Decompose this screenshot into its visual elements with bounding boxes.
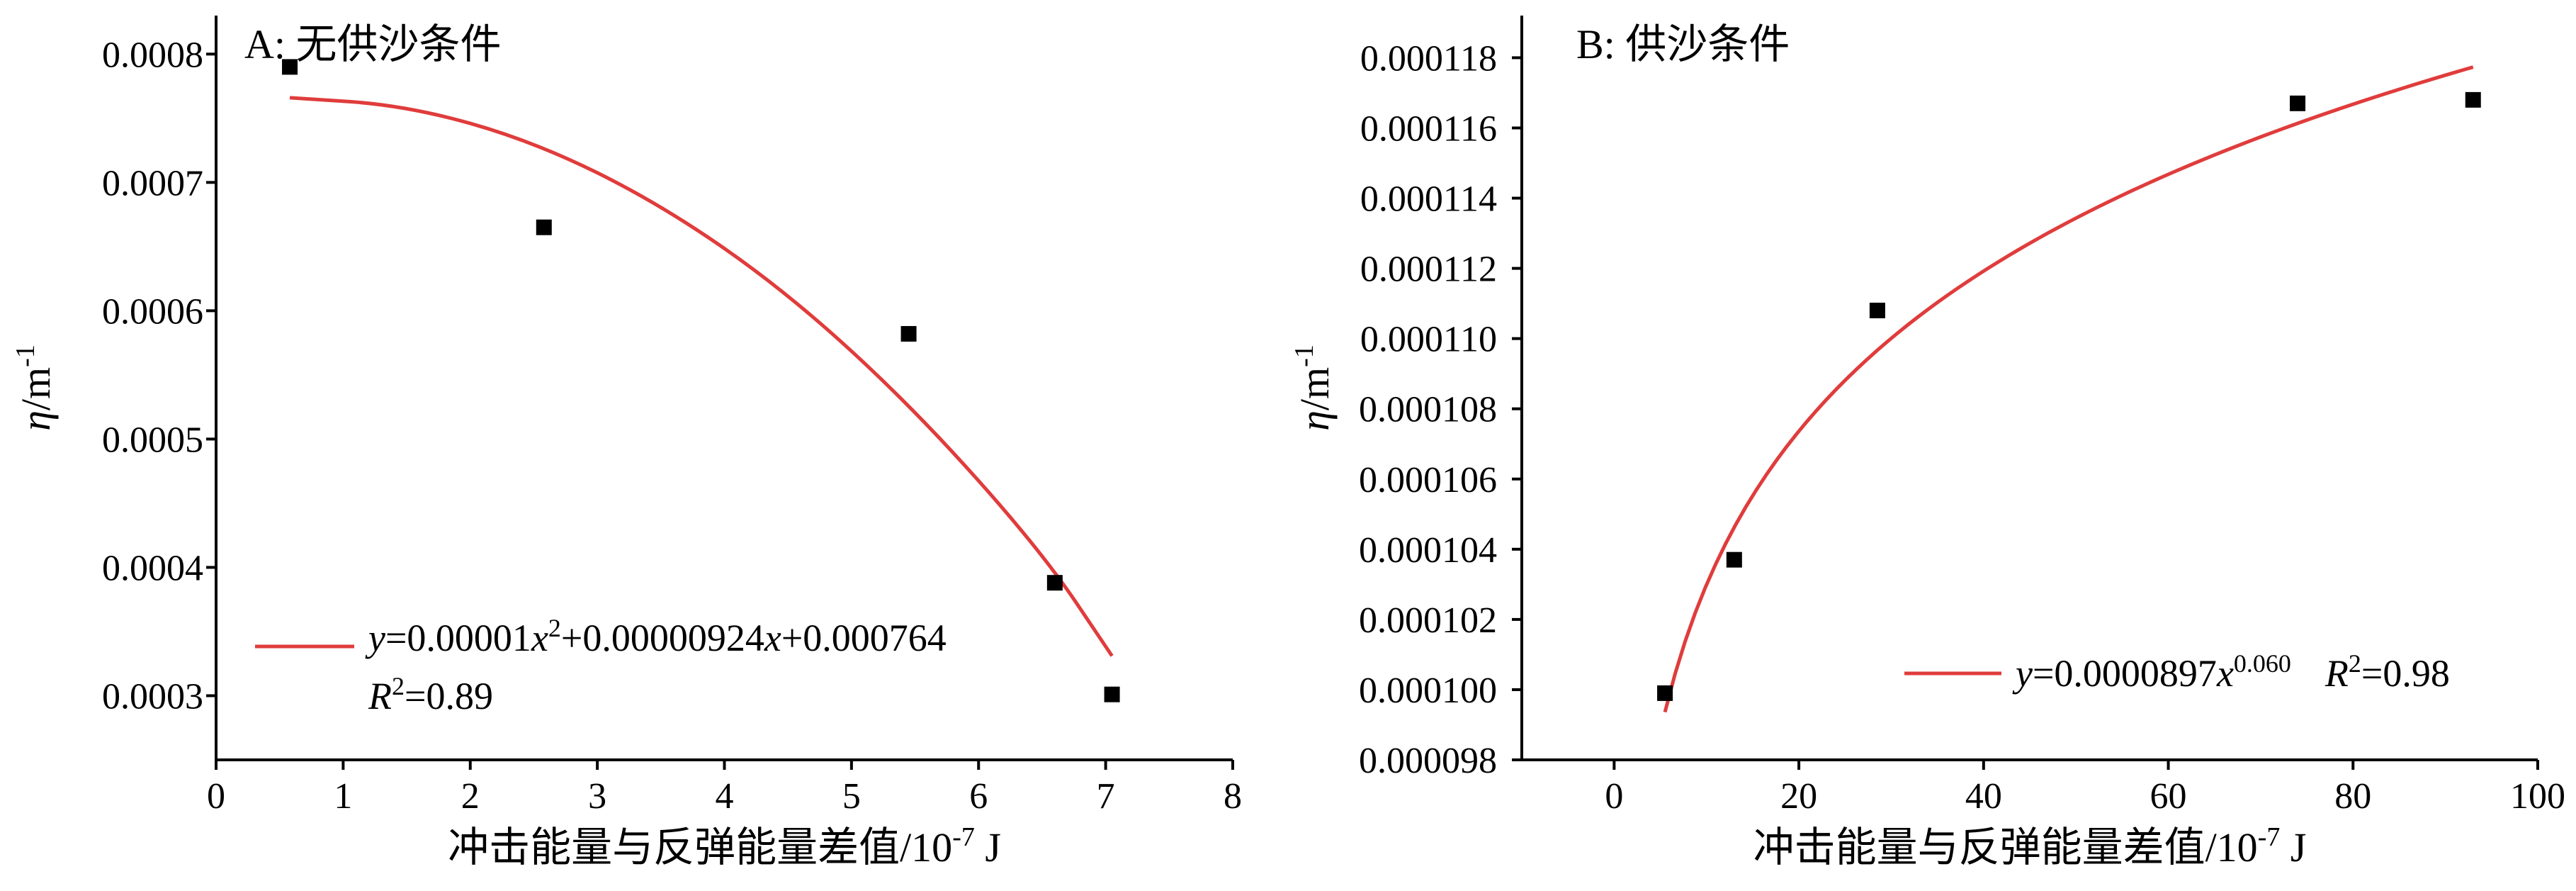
x-tick-label: 7 — [1097, 776, 1115, 817]
y-axis-title-unit: /m — [1292, 367, 1338, 410]
x-tick-label: 60 — [2150, 776, 2187, 817]
legend-var: y — [2012, 652, 2033, 695]
legend-var: x — [531, 617, 548, 659]
legend-coef: =0.98 — [2361, 652, 2450, 695]
x-axis-title-unit: J — [2280, 824, 2306, 870]
legend-var: R — [368, 675, 392, 717]
y-tick-label: 0.000112 — [1360, 250, 1497, 290]
y-tick-label: 0.0003 — [102, 676, 203, 717]
x-axis-title-exponent: -7 — [2258, 822, 2281, 852]
data-point — [1657, 685, 1673, 701]
y-tick-label: 0.0005 — [102, 420, 203, 460]
legend-coef: =0.0000897 — [2033, 652, 2217, 695]
y-tick-label: 0.000098 — [1359, 741, 1497, 781]
legend-var: x — [2216, 652, 2234, 695]
legend-coef: =0.89 — [405, 675, 493, 717]
x-tick-label: 5 — [842, 776, 861, 817]
data-point — [1726, 551, 1742, 568]
legend-exponent: 0.060 — [2234, 649, 2291, 678]
y-tick-label: 0.000100 — [1359, 671, 1497, 711]
y-tick-label: 0.000118 — [1360, 38, 1497, 79]
data-point — [1046, 575, 1063, 591]
y-axis-title-exponent: -1 — [1289, 344, 1319, 367]
y-axis-title: η/m-1 — [11, 344, 59, 431]
x-tick-label: 3 — [588, 776, 606, 817]
y-tick-label: 0.0007 — [102, 163, 203, 203]
y-axis-title: η/m-1 — [1289, 344, 1338, 431]
legend-exponent: 2 — [548, 614, 561, 642]
legend-exponent: 2 — [392, 672, 405, 700]
x-tick-label: 0 — [1605, 776, 1623, 817]
data-point — [2290, 95, 2306, 111]
legend: y=0.0000897x0.060 R2=0.98 — [1904, 649, 2450, 695]
legend-var: R — [2324, 652, 2349, 695]
fit-curve — [289, 96, 1114, 657]
legend-coef: +0.000764 — [781, 617, 947, 659]
y-tick-label: 0.000106 — [1359, 460, 1497, 500]
data-point — [1869, 303, 1885, 319]
y-axis-title-symbol: η — [1292, 410, 1338, 431]
x-tick-label: 1 — [334, 776, 352, 817]
x-axis-title-text: 冲击能量与反弹能量差值/10 — [1753, 824, 2258, 870]
x-axis-title-exponent: -7 — [952, 822, 975, 852]
legend-r-squared: R2=0.89 — [368, 672, 493, 717]
legend-equation: y=0.0000897x0.060 R2=0.98 — [2012, 649, 2450, 695]
data-point — [282, 59, 298, 75]
y-tick-label: 0.000110 — [1360, 320, 1497, 360]
y-tick-label: 0.000104 — [1359, 530, 1497, 571]
x-tick-label: 4 — [716, 776, 734, 817]
x-tick-label: 40 — [1965, 776, 2002, 817]
x-axis-title: 冲击能量与反弹能量差值/10-7 J — [448, 822, 1001, 870]
y-tick-label: 0.0008 — [102, 35, 203, 75]
fit-curve — [1663, 65, 2474, 713]
y-tick-label: 0.0004 — [102, 548, 203, 588]
x-axis-title: 冲击能量与反弹能量差值/10-7 J — [1753, 822, 2307, 870]
legend-exponent: 2 — [2349, 649, 2361, 678]
panel-title: B: 供沙条件 — [1576, 21, 1790, 67]
x-tick-label: 2 — [461, 776, 480, 817]
y-axis-title-symbol: η — [13, 410, 59, 431]
x-tick-label: 8 — [1224, 776, 1242, 817]
data-point — [536, 219, 552, 235]
y-tick-label: 0.000108 — [1359, 390, 1497, 430]
y-axis-title-exponent: -1 — [11, 344, 40, 367]
y-axis-title-unit: /m — [13, 367, 59, 410]
y-tick-label: 0.0006 — [102, 291, 203, 332]
panel-a-chart: 0 1 2 3 4 5 6 7 8 0.0003 0.0004 0.0005 0.0006 0.0007 0… — [11, 16, 1242, 870]
data-point — [2465, 91, 2481, 108]
legend-var: x — [764, 617, 781, 659]
legend-var: y — [365, 617, 385, 659]
data-point — [1104, 686, 1120, 702]
y-tick-label: 0.000102 — [1359, 600, 1497, 641]
legend-coef: =0.00001 — [385, 617, 531, 659]
x-tick-label: 6 — [969, 776, 988, 817]
x-tick-label: 0 — [207, 776, 225, 817]
data-point — [900, 325, 917, 342]
x-tick-label: 20 — [1780, 776, 1817, 817]
legend-equation: y=0.00001x2+0.00000924x+0.000764 — [365, 614, 947, 659]
y-tick-label: 0.000116 — [1360, 108, 1497, 149]
x-axis-title-unit: J — [975, 824, 1001, 870]
x-tick-label: 100 — [2510, 776, 2565, 817]
x-tick-label: 80 — [2334, 776, 2371, 817]
panel-b-chart: 0 20 40 60 80 100 0.000098 0.000100 0.000102 0.00… — [1289, 16, 2565, 870]
legend-coef: +0.00000924 — [561, 617, 764, 659]
y-tick-label: 0.000114 — [1360, 179, 1497, 220]
x-axis-title-text: 冲击能量与反弹能量差值/10 — [448, 824, 952, 870]
